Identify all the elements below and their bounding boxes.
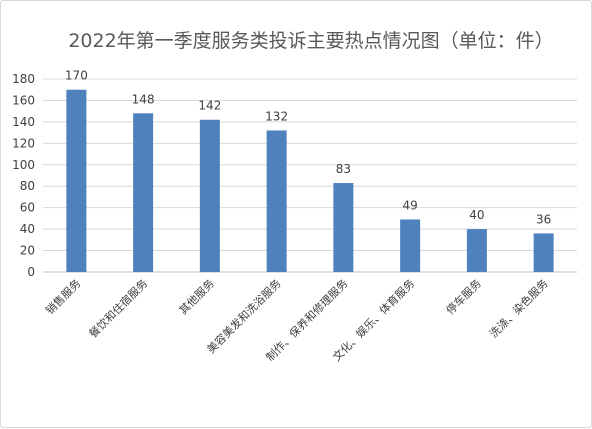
y-tick-label: 40 (20, 222, 35, 236)
y-tick-label: 180 (12, 72, 35, 86)
bar (333, 183, 354, 272)
y-tick-label: 120 (12, 136, 35, 150)
x-tick-label: 销售服务 (42, 276, 83, 317)
x-tick-label: 餐饮和住宿服务 (86, 276, 150, 340)
y-tick-label: 160 (12, 93, 35, 107)
bar (533, 233, 554, 272)
bar (266, 130, 287, 272)
bar (199, 119, 220, 272)
y-axis: 0 20 40 60 80 100 120 140 160 180 (12, 72, 35, 279)
chart-title: 2022年第一季度服务类投诉主要热点情况图（单位：件） (68, 30, 553, 52)
x-tick-label: 其他服务 (177, 277, 217, 317)
bar (133, 113, 154, 272)
x-tick-label: 洗涤、染色服务 (486, 276, 550, 340)
y-tick-label: 60 (20, 201, 35, 215)
gridlines (43, 78, 577, 273)
bar (66, 89, 87, 272)
data-label: 148 (132, 92, 155, 106)
x-tick-label: 美容美发和洗浴服务 (204, 276, 284, 356)
data-label: 83 (336, 162, 351, 176)
data-labels: 170 148 142 132 83 49 40 36 (65, 69, 551, 227)
y-tick-label: 80 (20, 179, 35, 193)
data-label: 142 (198, 99, 221, 113)
bars (66, 89, 554, 272)
x-axis: 销售服务 餐饮和住宿服务 其他服务美容美发和洗浴服务制作、保养和修理服务文化、娱乐、… (42, 276, 550, 364)
y-tick-label: 0 (27, 265, 35, 279)
data-label: 40 (469, 208, 484, 222)
data-label: 170 (65, 69, 88, 83)
data-label: 49 (402, 198, 417, 212)
bar (466, 229, 487, 272)
y-tick-label: 20 (20, 244, 35, 258)
x-tick-label: 停车服务 (443, 276, 484, 317)
y-tick-label: 140 (12, 115, 35, 129)
y-tick-label: 100 (12, 158, 35, 172)
data-label: 36 (536, 212, 551, 226)
data-label: 132 (265, 109, 288, 123)
bar (400, 219, 421, 272)
